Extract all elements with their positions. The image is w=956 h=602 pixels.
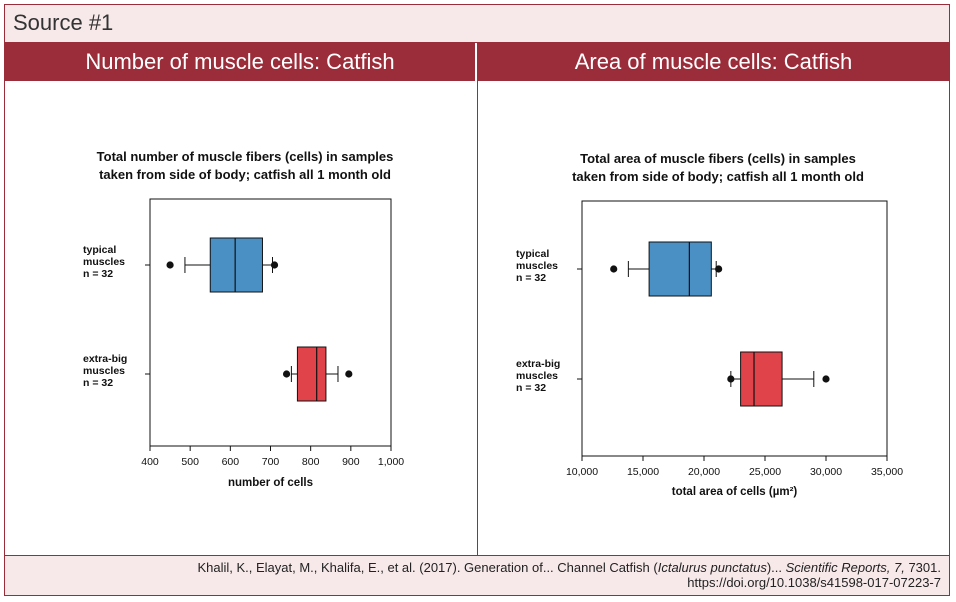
series-label-line: extra-big — [516, 358, 560, 370]
panel-cell-count: Number of muscle cells: Catfish Total nu… — [5, 43, 478, 555]
chart-title-line: Total area of muscle fibers (cells) in s… — [580, 151, 856, 166]
panel-cell-area: Area of muscle cells: Catfish Total area… — [478, 43, 949, 555]
chart-title-line: taken from side of body; catfish all 1 m… — [572, 169, 864, 184]
box-iqr — [740, 351, 783, 407]
outlier-point — [715, 265, 723, 273]
series-label-line: muscles — [516, 370, 558, 382]
panel-header-cell-area: Area of muscle cells: Catfish — [478, 43, 949, 81]
series-label-line: muscles — [516, 260, 558, 272]
box-iqr — [648, 241, 712, 297]
citation-prefix: Khalil, K., Elayat, M., Khalifa, E., et … — [197, 560, 658, 575]
x-tick-label: 700 — [262, 456, 280, 468]
x-tick-label: 35,000 — [871, 466, 903, 478]
x-tick-label: 400 — [141, 456, 159, 468]
plot-frame — [581, 200, 888, 457]
series-label-line: typical — [83, 244, 116, 256]
x-tick-label: 600 — [222, 456, 240, 468]
citation-journal: Scientific Reports, 7, — [785, 560, 905, 575]
citation-footer: Khalil, K., Elayat, M., Khalifa, E., et … — [5, 555, 949, 595]
x-tick-label: 30,000 — [810, 466, 842, 478]
x-tick-label: 500 — [181, 456, 199, 468]
cell-area-chart: Total area of muscle fibers (cells) in s… — [516, 151, 903, 498]
plot-frame — [149, 198, 392, 447]
outlier-point — [166, 261, 174, 269]
source-frame: Source #1 Number of muscle cells: Catfis… — [4, 4, 950, 596]
citation-species: Ictalurus punctatus — [657, 560, 767, 575]
series-label-line: muscles — [83, 365, 125, 377]
x-tick-label: 20,000 — [688, 466, 720, 478]
chart-title-line: Total number of muscle fibers (cells) in… — [97, 149, 394, 164]
citation-suffix: 7301. — [904, 560, 941, 575]
panel-header-cell-count: Number of muscle cells: Catfish — [5, 43, 477, 81]
x-tick-label: 800 — [302, 456, 320, 468]
source-title: Source #1 — [13, 10, 114, 35]
outlier-point — [610, 265, 618, 273]
x-axis-label: total area of cells (µm²) — [672, 486, 798, 498]
citation-doi: https://doi.org/10.1038/s41598-017-07223… — [687, 575, 941, 590]
outlier-point — [727, 375, 735, 383]
x-tick-label: 10,000 — [566, 466, 598, 478]
series-label-line: n = 32 — [83, 377, 113, 389]
x-tick-label: 900 — [342, 456, 360, 468]
outlier-point — [270, 261, 279, 269]
box-iqr — [296, 346, 327, 402]
citation-text: Khalil, K., Elayat, M., Khalifa, E., et … — [197, 560, 941, 590]
series-label-line: muscles — [83, 256, 125, 268]
series-label-line: n = 32 — [516, 382, 546, 394]
x-tick-label: 25,000 — [749, 466, 781, 478]
source-bar: Source #1 — [5, 5, 949, 43]
outlier-point — [822, 375, 830, 383]
x-axis-label: number of cells — [228, 477, 313, 489]
outlier-point — [345, 370, 353, 378]
series-label-line: typical — [516, 248, 549, 260]
series-label-line: n = 32 — [83, 268, 113, 280]
x-tick-label: 1,000 — [378, 456, 404, 468]
box-iqr — [209, 237, 263, 293]
chart-title-line: taken from side of body; catfish all 1 m… — [99, 167, 391, 182]
citation-mid: )... — [766, 560, 786, 575]
series-label-line: n = 32 — [516, 272, 546, 284]
x-tick-label: 15,000 — [627, 466, 659, 478]
series-label-line: extra-big — [83, 353, 127, 365]
outlier-point — [282, 370, 291, 378]
cell-count-chart: Total number of muscle fibers (cells) in… — [83, 149, 404, 489]
